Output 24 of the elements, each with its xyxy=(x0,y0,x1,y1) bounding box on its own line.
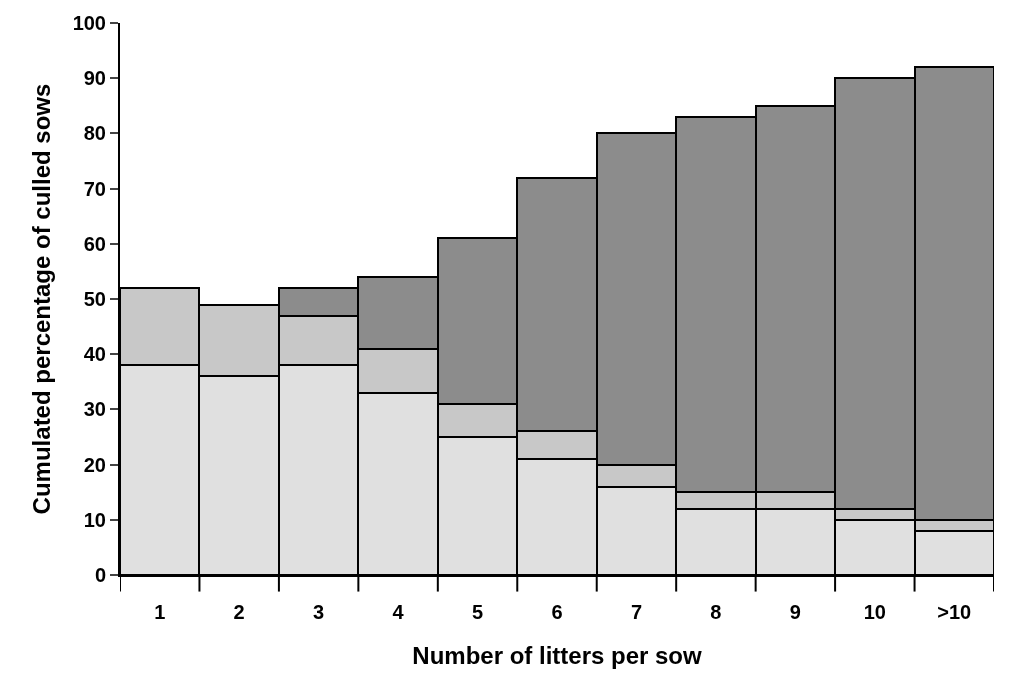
x-tick-label: 5 xyxy=(471,601,484,623)
y-tick-label: 60 xyxy=(83,232,106,255)
x-tick-label: 4 xyxy=(392,601,405,623)
x-tick-label: 7 xyxy=(630,601,643,623)
x-tick-label: 2 xyxy=(233,601,245,623)
y-tick-label: 0 xyxy=(94,564,106,586)
y-axis-title: Cumulated percentage of culled sows xyxy=(28,83,56,515)
x-tick-label: 3 xyxy=(313,601,325,623)
x-tick-label: 8 xyxy=(710,601,722,623)
y-tick-label: 50 xyxy=(83,288,106,310)
y-tick-label: 20 xyxy=(83,453,106,476)
y-tick-label: 30 xyxy=(83,398,106,421)
x-tick-label: 9 xyxy=(789,601,801,623)
y-tick-label: 90 xyxy=(83,67,106,90)
y-tick-label: 70 xyxy=(83,177,106,200)
x-axis-title: Number of litters per sow xyxy=(412,641,703,669)
x-tick-label: 1 xyxy=(154,601,166,623)
x-tick-label: >10 xyxy=(937,601,972,623)
x-tick-label: 6 xyxy=(551,601,563,623)
y-tick-label: 80 xyxy=(83,122,106,145)
y-tick-label: 40 xyxy=(83,343,106,366)
x-tick-label: 10 xyxy=(863,601,886,623)
y-tick-label: 10 xyxy=(83,508,106,531)
y-tick-label: 100 xyxy=(72,12,106,34)
